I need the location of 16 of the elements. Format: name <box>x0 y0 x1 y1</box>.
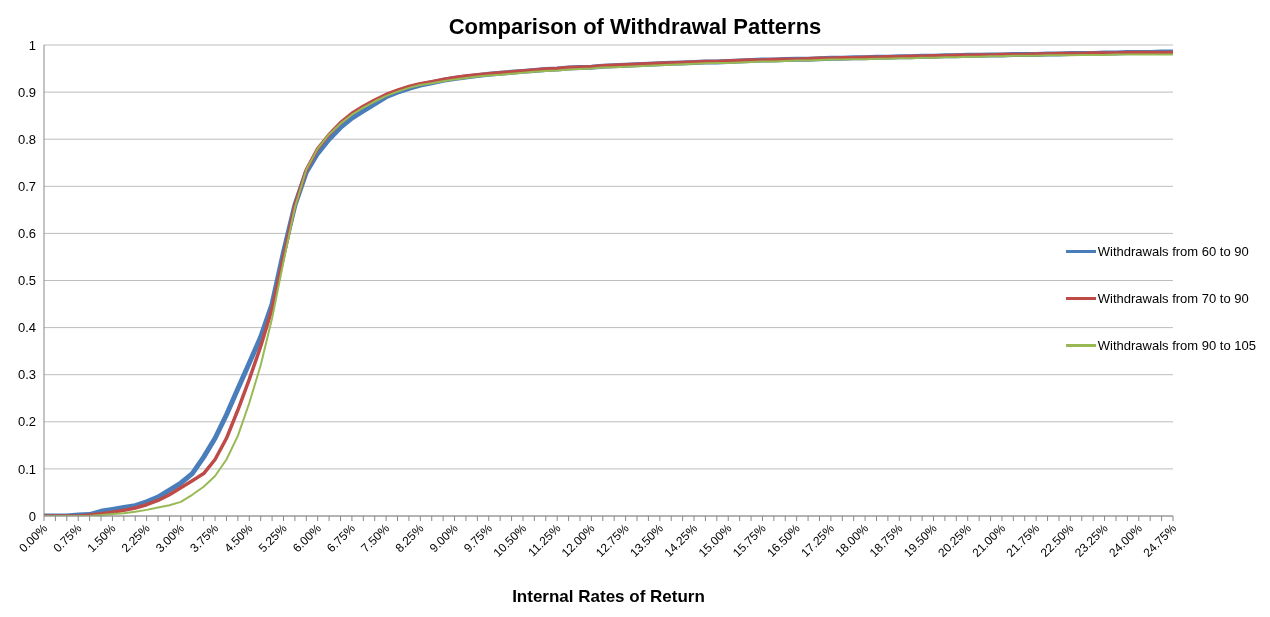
y-tick-label: 0.7 <box>17 178 36 194</box>
legend-label: Withdrawals from 70 to 90 <box>1097 291 1249 306</box>
chart-title: Comparison of Withdrawal Patterns <box>448 14 822 39</box>
y-tick-label: 0.1 <box>17 461 36 477</box>
legend-label: Withdrawals from 60 to 90 <box>1097 244 1249 259</box>
y-tick-label: 0.5 <box>17 273 36 289</box>
y-tick-label: 0.9 <box>17 84 36 100</box>
x-axis-title: Internal Rates of Return <box>512 587 705 606</box>
y-tick-label: 1 <box>28 37 36 53</box>
legend-label: Withdrawals from 90 to 105 <box>1097 338 1256 353</box>
y-tick-label: 0.3 <box>17 367 36 383</box>
y-tick-label: 0.4 <box>17 320 36 336</box>
y-tick-label: 0.8 <box>17 131 36 147</box>
y-tick-label: 0.6 <box>17 226 36 242</box>
y-tick-label: 0 <box>28 508 36 524</box>
y-tick-label: 0.2 <box>17 414 36 430</box>
